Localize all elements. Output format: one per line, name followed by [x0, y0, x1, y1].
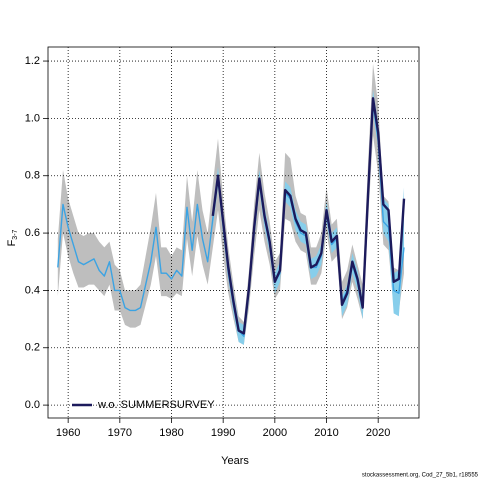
y-tick-label: 1.0 [25, 112, 40, 124]
confidence-band [57, 63, 405, 345]
y-axis-label-main: F [6, 239, 18, 246]
y-tick-label: 0.0 [25, 399, 40, 411]
x-tick-label: 1990 [211, 427, 235, 439]
x-tick-label: 1980 [159, 427, 183, 439]
x-tick-label: 2020 [366, 427, 390, 439]
series-line [211, 97, 406, 335]
y-tick-label: 0.4 [25, 284, 40, 296]
x-tick-label: 1970 [108, 427, 132, 439]
plot-frame [47, 46, 420, 419]
y-tick-label: 0.6 [25, 227, 40, 239]
x-tick-label: 2010 [314, 427, 338, 439]
legend-label: w.o. SUMMERSURVEY [97, 399, 215, 411]
x-tick-label: 1960 [56, 427, 80, 439]
y-tick-label: 1.2 [25, 55, 40, 67]
y-axis-label: F3-7 [6, 229, 19, 246]
footer: stockassessment.org, Cod_27_5b1, r18555 [362, 473, 479, 479]
y-tick-label: 0.2 [25, 342, 40, 354]
x-axis-label: Years [221, 455, 249, 467]
x-tick-label: 2000 [263, 427, 287, 439]
confidence-band [212, 89, 405, 345]
y-tick-label: 0.8 [25, 170, 40, 182]
y-axis-label-sub: 3-7 [12, 229, 19, 239]
